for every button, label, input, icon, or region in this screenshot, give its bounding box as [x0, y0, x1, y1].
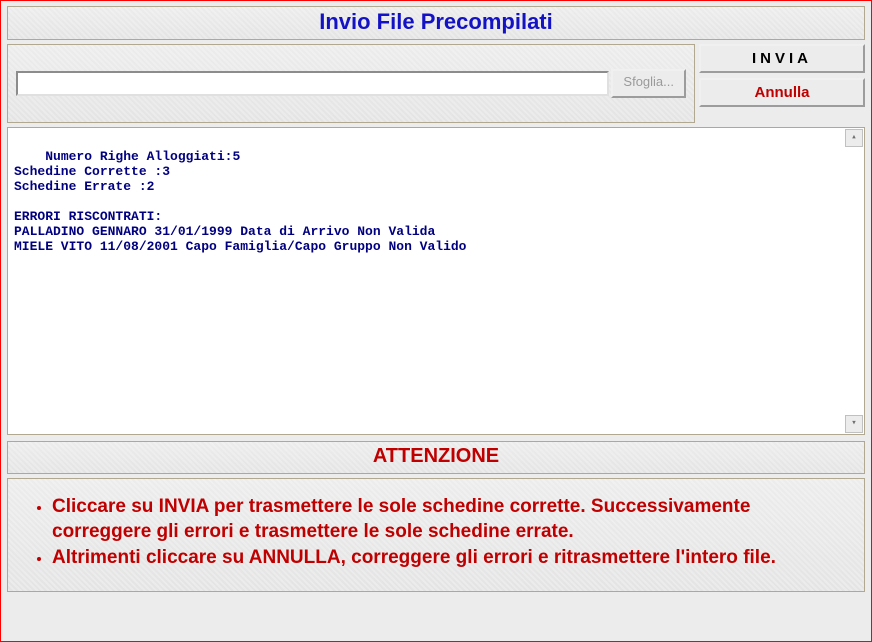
invia-button[interactable]: INVIA [699, 44, 865, 73]
attention-bar: ATTENZIONE [7, 441, 865, 474]
instructions-panel: Cliccare su INVIA per trasmettere le sol… [7, 478, 865, 592]
file-panel: Sfoglia... [7, 44, 695, 123]
attention-title: ATTENZIONE [373, 445, 499, 467]
title-bar: Invio File Precompilati [7, 6, 865, 40]
upload-row: Sfoglia... INVIA Annulla [7, 44, 865, 123]
instruction-item: Altrimenti cliccare su ANNULLA, corregge… [52, 546, 844, 571]
scroll-down-icon[interactable]: ▾ [845, 415, 863, 433]
file-path-input[interactable] [16, 71, 609, 96]
browse-button[interactable]: Sfoglia... [611, 69, 686, 98]
instruction-list: Cliccare su INVIA per trasmettere le sol… [28, 495, 844, 571]
instruction-item: Cliccare su INVIA per trasmettere le sol… [52, 495, 844, 544]
scroll-up-icon[interactable]: ▴ [845, 129, 863, 147]
annulla-button[interactable]: Annulla [699, 78, 865, 107]
action-buttons: INVIA Annulla [699, 44, 865, 107]
window-frame: Invio File Precompilati Sfoglia... INVIA… [0, 0, 872, 642]
log-output: Numero Righe Alloggiati:5 Schedine Corre… [7, 127, 865, 435]
log-text: Numero Righe Alloggiati:5 Schedine Corre… [14, 149, 466, 254]
page-title: Invio File Precompilati [319, 9, 553, 34]
